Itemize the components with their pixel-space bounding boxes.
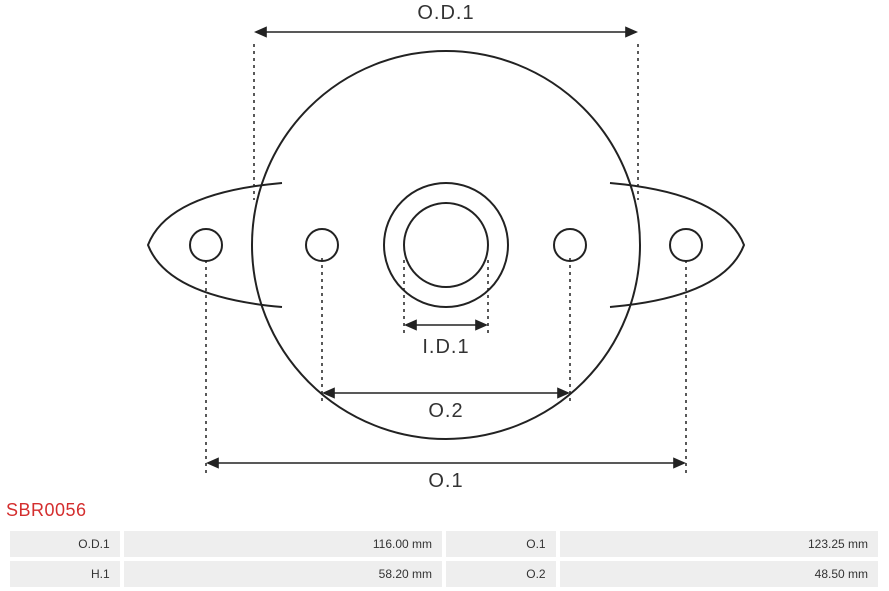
dim-label-id1: I.D.1 <box>422 336 469 359</box>
spec-table: O.D.1 116.00 mm O.1 123.25 mm H.1 58.20 … <box>6 527 882 591</box>
technical-drawing: O.D.1 I.D.1 O.2 O.1 <box>0 0 889 520</box>
spec-label: O.1 <box>446 531 556 557</box>
spec-value: 116.00 mm <box>124 531 442 557</box>
table-row: H.1 58.20 mm O.2 48.50 mm <box>10 561 878 587</box>
spec-value: 58.20 mm <box>124 561 442 587</box>
spec-label: O.D.1 <box>10 531 120 557</box>
spec-value: 48.50 mm <box>560 561 878 587</box>
dim-label-o2: O.2 <box>428 400 463 423</box>
part-number: SBR0056 <box>6 500 87 521</box>
spec-label: H.1 <box>10 561 120 587</box>
spec-label: O.2 <box>446 561 556 587</box>
dim-label-od1: O.D.1 <box>417 2 474 25</box>
dim-label-o1: O.1 <box>428 470 463 493</box>
spec-value: 123.25 mm <box>560 531 878 557</box>
table-row: O.D.1 116.00 mm O.1 123.25 mm <box>10 531 878 557</box>
